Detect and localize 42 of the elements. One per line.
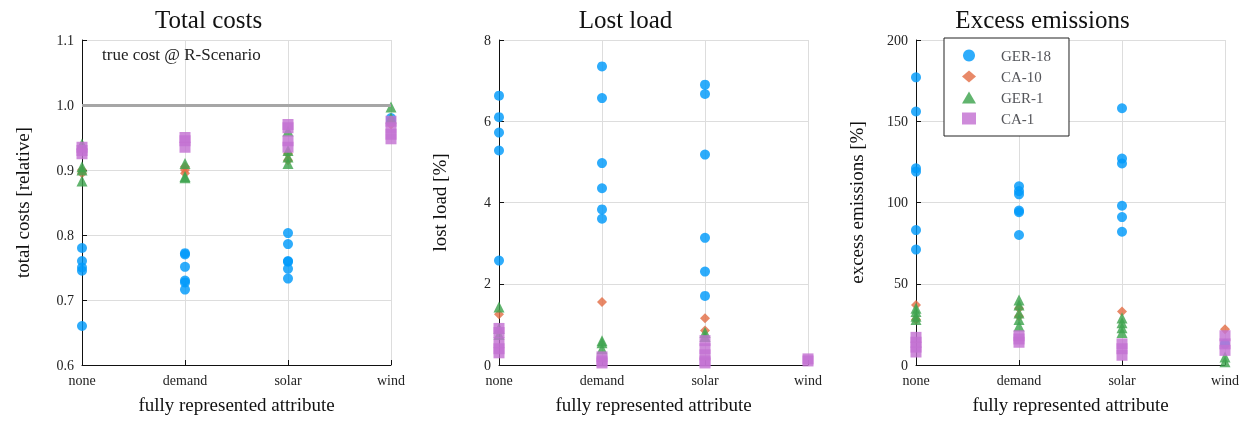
- y-axis-title: excess emissions [%]: [846, 121, 867, 284]
- x-tick-label: demand: [579, 372, 625, 388]
- y-tick-label: 0.9: [56, 162, 74, 178]
- x-tick-label: wind: [377, 372, 405, 388]
- y-tick-label: 100: [887, 195, 908, 210]
- legend-label: CA-10: [1001, 68, 1042, 85]
- y-tick-label: 6: [484, 113, 491, 129]
- y-tick-label: 200: [887, 32, 908, 48]
- x-tick-label: demand: [162, 372, 208, 388]
- y-tick-label: 0.7: [56, 292, 74, 308]
- legend-label: GER-18: [1001, 47, 1051, 64]
- x-tick-label: solar: [274, 372, 302, 388]
- chart-title: Lost load: [578, 6, 673, 33]
- y-tick-label: 1.0: [56, 97, 74, 113]
- ref-line-label: true cost @ R-Scenario: [102, 45, 261, 64]
- chart-title: Excess emissions: [955, 6, 1130, 33]
- x-tick-label: wind: [794, 372, 822, 388]
- y-tick-label: 2: [484, 276, 491, 292]
- x-tick-label: demand: [996, 372, 1042, 388]
- y-tick-label: 8: [484, 32, 491, 48]
- x-axis-title: fully represented attribute: [555, 394, 752, 415]
- y-tick-label: 150: [887, 113, 908, 129]
- x-tick-label: none: [902, 372, 930, 388]
- x-axis-title: fully represented attribute: [972, 394, 1169, 415]
- x-axis-title: fully represented attribute: [138, 394, 335, 415]
- y-tick-label: 1.1: [56, 32, 74, 48]
- y-tick-label: 0: [484, 357, 491, 373]
- legend-label: GER-1: [1001, 89, 1044, 106]
- x-tick-label: none: [68, 372, 96, 388]
- x-tick-label: solar: [1108, 372, 1136, 388]
- y-tick-label: 0: [901, 357, 908, 373]
- legend-label: CA-1: [1001, 110, 1035, 127]
- y-axis-title: total costs [relative]: [12, 127, 33, 278]
- x-tick-label: none: [485, 372, 513, 388]
- y-axis-title: lost load [%]: [429, 153, 450, 252]
- y-tick-label: 50: [894, 276, 908, 292]
- y-tick-label: 0.6: [56, 357, 74, 373]
- chart-title: Total costs: [154, 6, 263, 33]
- x-tick-label: solar: [691, 372, 719, 388]
- x-tick-label: wind: [1211, 372, 1239, 388]
- y-tick-label: 0.8: [56, 227, 74, 243]
- y-tick-label: 4: [484, 195, 491, 210]
